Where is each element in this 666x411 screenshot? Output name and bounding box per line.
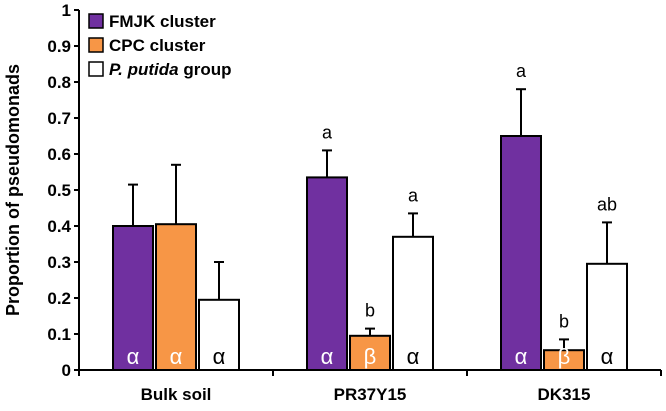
y-tick-label: 0.2 bbox=[47, 289, 71, 308]
significance-label: a bbox=[408, 185, 419, 205]
group-letter-label: α bbox=[407, 344, 420, 369]
y-tick-label: 0.4 bbox=[47, 217, 71, 236]
bar bbox=[306, 176, 348, 371]
legend-label: CPC cluster bbox=[109, 36, 206, 55]
y-tick-label: 0.6 bbox=[47, 145, 71, 164]
y-tick-label: 0.9 bbox=[47, 37, 71, 56]
bar bbox=[155, 223, 197, 371]
significance-label: b bbox=[559, 311, 569, 331]
y-tick-label: 0 bbox=[62, 361, 71, 380]
bar bbox=[500, 135, 542, 371]
significance-label: a bbox=[322, 122, 333, 142]
legend-swatch bbox=[88, 13, 104, 29]
y-tick-label: 0.7 bbox=[47, 109, 71, 128]
y-tick-label: 0.5 bbox=[47, 181, 71, 200]
legend-label: P. putida group bbox=[109, 60, 231, 79]
group-letter-label: α bbox=[321, 344, 334, 369]
bar bbox=[392, 235, 434, 371]
group-letter-label: α bbox=[213, 344, 226, 369]
bar bbox=[349, 334, 391, 371]
group-letter-label: α bbox=[170, 344, 183, 369]
y-tick-label: 0.8 bbox=[47, 73, 71, 92]
group-letter-label: α bbox=[601, 344, 614, 369]
y-tick-label: 0.3 bbox=[47, 253, 71, 272]
significance-label: a bbox=[516, 61, 527, 81]
legend-label: FMJK cluster bbox=[109, 12, 216, 31]
x-tick-label: Bulk soil bbox=[141, 385, 212, 404]
y-axis-label: Proportion of pseudomonads bbox=[3, 64, 23, 316]
significance-label: ab bbox=[597, 194, 617, 214]
legend-label-text: FMJK cluster bbox=[109, 12, 216, 31]
legend-label-text: CPC cluster bbox=[109, 36, 206, 55]
group-letter-label: α bbox=[515, 344, 528, 369]
group-letter-label: β bbox=[364, 344, 377, 369]
significance-label: b bbox=[365, 301, 375, 321]
bar bbox=[586, 262, 628, 371]
y-tick-label: 1 bbox=[62, 1, 71, 20]
group-letter-label: α bbox=[127, 344, 140, 369]
chart-axes: 0 0.1 0.2 0.3 0.4 0.5 0.6 0.7 0.8 0.9 1 Bulk soil PR… bbox=[47, 1, 662, 404]
legend-swatch bbox=[88, 37, 104, 53]
chart-bars bbox=[112, 88, 628, 372]
legend-swatch bbox=[88, 61, 104, 77]
bar bbox=[543, 349, 585, 372]
legend-label-text: group bbox=[179, 60, 232, 79]
chart-legend: FMJK cluster CPC cluster P. putida group bbox=[88, 12, 231, 79]
x-tick-label: PR37Y15 bbox=[334, 385, 407, 404]
y-tick-label: 0.1 bbox=[47, 325, 71, 344]
x-tick-label: DK315 bbox=[538, 385, 591, 404]
group-letter-label: β bbox=[558, 344, 571, 369]
legend-label-italic: P. putida bbox=[109, 60, 179, 79]
bar bbox=[198, 298, 240, 371]
bar bbox=[112, 225, 154, 371]
